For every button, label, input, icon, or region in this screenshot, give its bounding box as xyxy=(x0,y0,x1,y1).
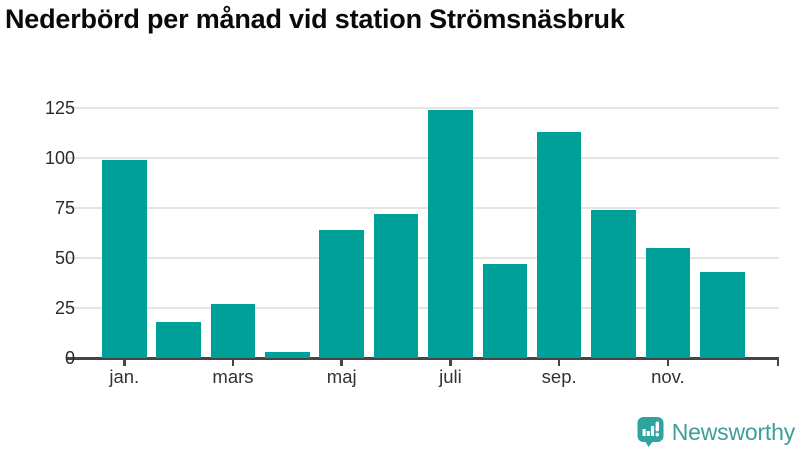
gridline-100 xyxy=(66,157,779,159)
x-tick-juli xyxy=(449,359,452,366)
x-tick-mars xyxy=(231,359,235,366)
x-tick-nov xyxy=(666,359,670,366)
y-axis-label-50: 50 xyxy=(54,248,75,268)
bar-5 xyxy=(373,214,419,358)
bar-0 xyxy=(102,160,147,358)
newsworthy-logo-icon xyxy=(637,416,664,448)
bar-9 xyxy=(591,210,636,358)
bar-3 xyxy=(265,352,310,358)
x-axis-label-sep: sep. xyxy=(541,366,577,387)
bar-7 xyxy=(482,264,528,358)
x-axis-end-tick xyxy=(776,359,779,366)
gridline-25 xyxy=(66,307,779,309)
gridline-125 xyxy=(66,107,779,109)
y-axis-label-0: 0 xyxy=(64,348,75,368)
y-axis-label-25: 25 xyxy=(54,298,75,318)
x-axis-label-nov: nov. xyxy=(651,366,685,387)
gridline-50 xyxy=(66,257,779,259)
bar-11 xyxy=(700,272,745,358)
bar-2 xyxy=(210,304,256,358)
x-axis-label-mars: mars xyxy=(212,366,254,387)
y-axis-label-100: 100 xyxy=(44,148,75,168)
bar-1 xyxy=(156,322,201,358)
x-tick-sep xyxy=(557,359,561,366)
chart-title: Nederbörd per månad vid station Strömsnä… xyxy=(5,4,625,34)
x-axis-label-maj: maj xyxy=(326,366,357,387)
y-axis-label-125: 125 xyxy=(44,98,75,118)
x-tick-jan xyxy=(123,359,126,366)
x-axis-label-juli: juli xyxy=(439,366,462,387)
x-axis-line xyxy=(66,357,779,360)
gridline-75 xyxy=(66,207,779,209)
x-axis-label-jan: jan. xyxy=(109,366,140,387)
y-axis-label-75: 75 xyxy=(54,198,75,218)
newsworthy-logo-text: Newsworthy xyxy=(671,418,795,445)
bar-4 xyxy=(319,230,364,358)
bar-10 xyxy=(645,248,691,358)
x-tick-maj xyxy=(340,359,343,366)
bar-6 xyxy=(428,110,473,358)
bar-8 xyxy=(536,132,582,358)
newsworthy-logo: Newsworthy xyxy=(637,414,795,450)
